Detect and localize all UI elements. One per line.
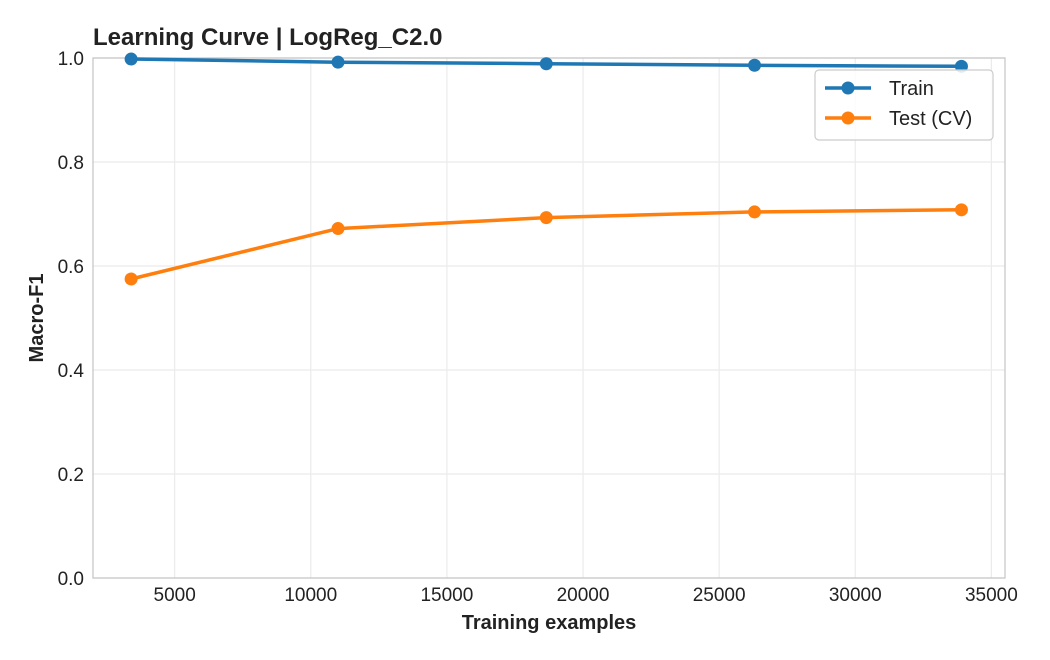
test-point xyxy=(748,205,762,219)
legend-train-marker xyxy=(841,81,855,95)
y-tick-labels: 0.0 0.2 0.4 0.6 0.8 1.0 xyxy=(58,49,85,590)
legend-test-label: Test (CV) xyxy=(889,108,972,130)
y-tick-label: 0.4 xyxy=(58,361,85,382)
train-point xyxy=(331,55,345,69)
test-point xyxy=(954,203,968,217)
x-tick-labels: 5000 10000 15000 20000 25000 30000 35000 xyxy=(154,585,1018,606)
y-tick-label: 0.8 xyxy=(58,153,84,174)
x-tick-label: 30000 xyxy=(829,585,882,606)
series-lines xyxy=(124,52,968,286)
x-tick-label: 15000 xyxy=(420,585,473,606)
plot-area xyxy=(93,58,1005,578)
y-axis-label: Macro-F1 xyxy=(26,274,48,363)
series-test xyxy=(124,203,968,286)
y-tick-label: 0.6 xyxy=(58,257,84,278)
x-tick-label: 10000 xyxy=(284,585,337,606)
train-point xyxy=(124,52,138,66)
test-point xyxy=(539,211,553,225)
y-tick-label: 1.0 xyxy=(58,49,84,70)
x-tick-label: 25000 xyxy=(693,585,746,606)
x-tick-label: 35000 xyxy=(965,585,1018,606)
train-point xyxy=(539,57,553,71)
x-tick-label: 5000 xyxy=(154,585,196,606)
legend: Train Test (CV) xyxy=(814,69,994,141)
legend-test-marker xyxy=(841,111,855,125)
legend-train-label: Train xyxy=(889,78,934,100)
test-point xyxy=(124,272,138,286)
test-point xyxy=(331,222,345,236)
x-axis-label: Training examples xyxy=(462,612,637,634)
y-tick-label: 0.2 xyxy=(58,465,84,486)
chart-title: Learning Curve | LogReg_C2.0 xyxy=(93,24,442,51)
y-tick-label: 0.0 xyxy=(58,569,84,590)
train-point xyxy=(748,58,762,72)
x-tick-label: 20000 xyxy=(557,585,610,606)
